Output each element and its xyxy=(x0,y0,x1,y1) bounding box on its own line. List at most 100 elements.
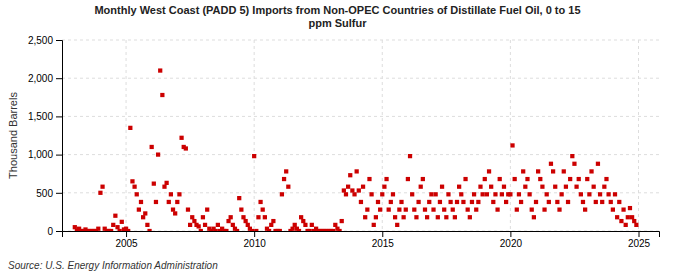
y-tick-mark xyxy=(56,40,62,41)
point xyxy=(359,200,363,204)
point xyxy=(621,207,625,211)
y-tick-mark xyxy=(56,78,62,79)
grid xyxy=(62,40,659,231)
point xyxy=(118,229,122,231)
point xyxy=(135,192,139,196)
point xyxy=(521,169,525,173)
x-tick: 2025 xyxy=(628,231,651,249)
point xyxy=(278,229,282,231)
point xyxy=(427,200,431,204)
point xyxy=(258,200,262,204)
point xyxy=(203,223,207,227)
point xyxy=(290,227,294,231)
point xyxy=(154,200,158,204)
point xyxy=(483,177,487,181)
point xyxy=(374,215,378,219)
point xyxy=(113,214,117,218)
point xyxy=(557,207,561,211)
point xyxy=(160,93,164,97)
point xyxy=(444,215,448,219)
point xyxy=(523,185,527,189)
point xyxy=(391,192,395,196)
point xyxy=(416,200,420,204)
y-tick-label: 500 xyxy=(36,188,53,199)
point xyxy=(224,229,228,231)
point xyxy=(156,152,160,156)
point xyxy=(293,223,297,227)
point xyxy=(598,192,602,196)
point xyxy=(515,207,519,211)
x-axis-line xyxy=(63,232,660,238)
point xyxy=(355,169,359,173)
point xyxy=(120,220,124,224)
point xyxy=(406,177,410,181)
x-axis: 20052010201520202025 xyxy=(63,231,660,249)
y-tick-label: 1,500 xyxy=(28,111,53,122)
point xyxy=(423,207,427,211)
point xyxy=(350,188,354,192)
point xyxy=(98,191,102,195)
point xyxy=(634,223,638,227)
y-tick-mark xyxy=(56,231,62,232)
x-tick-mark xyxy=(126,231,127,237)
point xyxy=(175,200,179,204)
point xyxy=(545,192,549,196)
point xyxy=(73,225,77,229)
point xyxy=(602,185,606,189)
point xyxy=(564,185,568,189)
point xyxy=(96,227,100,231)
x-tick-label: 2025 xyxy=(628,238,651,249)
point xyxy=(592,185,596,189)
plot-area: 2005201020152020202505001,0001,5002,0002… xyxy=(28,35,660,249)
point xyxy=(451,207,455,211)
point xyxy=(419,185,423,189)
point xyxy=(408,154,412,158)
point xyxy=(410,192,414,196)
point xyxy=(404,207,408,211)
point xyxy=(387,207,391,211)
point xyxy=(463,177,467,181)
x-tick-mark xyxy=(382,231,383,237)
point xyxy=(493,192,497,196)
point xyxy=(530,207,534,211)
point xyxy=(395,223,399,227)
point xyxy=(538,177,542,181)
point xyxy=(600,200,604,204)
point xyxy=(402,215,406,219)
point xyxy=(555,200,559,204)
point xyxy=(540,185,544,189)
point xyxy=(624,223,628,227)
point xyxy=(551,169,555,173)
y-tick-label: 1,000 xyxy=(28,149,53,160)
point xyxy=(369,192,373,196)
point xyxy=(448,200,452,204)
point xyxy=(226,219,230,223)
point xyxy=(617,200,621,204)
y-axis: 05001,0001,5002,0002,500 xyxy=(28,35,63,237)
point xyxy=(199,229,203,231)
point xyxy=(378,207,382,211)
point xyxy=(271,219,275,223)
point xyxy=(361,185,365,189)
point xyxy=(519,200,523,204)
point xyxy=(173,211,177,215)
x-tick-label: 2005 xyxy=(115,238,138,249)
grid-line xyxy=(382,40,383,231)
point xyxy=(589,169,593,173)
point xyxy=(534,200,538,204)
point xyxy=(384,177,388,181)
point xyxy=(498,177,502,181)
point xyxy=(382,185,386,189)
point xyxy=(348,173,352,177)
point xyxy=(100,185,104,189)
point xyxy=(553,185,557,189)
point xyxy=(425,215,429,219)
point xyxy=(459,192,463,196)
point xyxy=(495,207,499,211)
point xyxy=(468,215,472,219)
point xyxy=(115,225,119,229)
point xyxy=(562,169,566,173)
point xyxy=(457,185,461,189)
point xyxy=(613,192,617,196)
point xyxy=(393,215,397,219)
